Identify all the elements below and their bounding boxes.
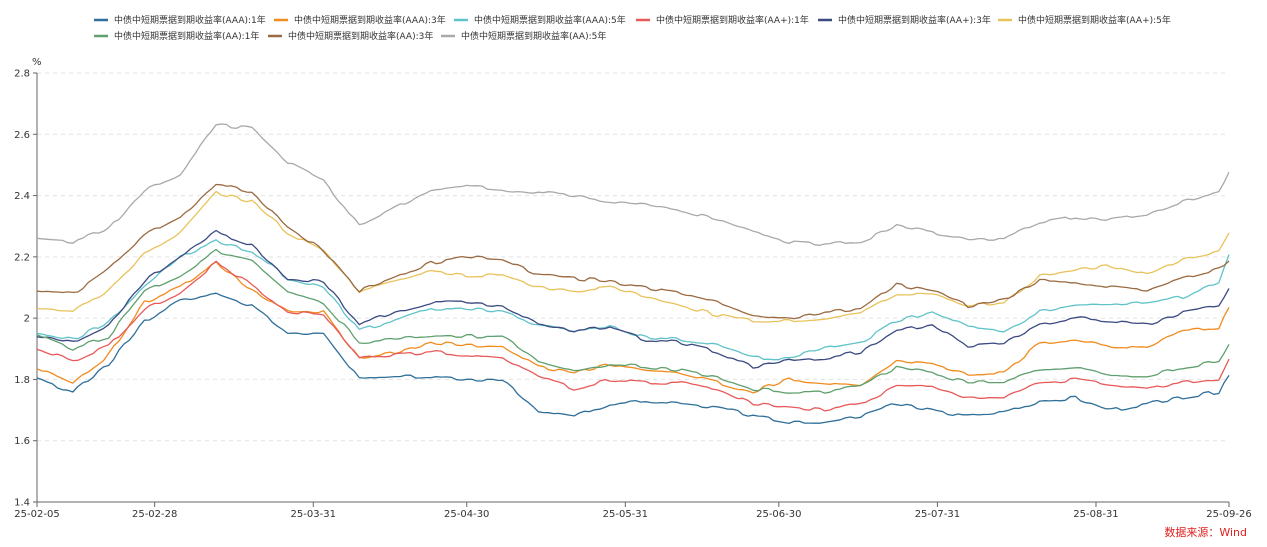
x-tick-label: 25-03-31 [291, 509, 336, 520]
y-tick-label: 2.2 [14, 252, 30, 263]
series-lines [36, 123, 1230, 425]
legend: 中债中短期票据到期收益率(AAA):1年 中债中短期票据到期收益率(AAA):3年… [94, 14, 1171, 42]
x-tick-label: 25-08-31 [1073, 509, 1118, 520]
y-axis-ticks: 1.4 1.6 1.8 2 2.2 2.4 2.6 2.8 [14, 69, 37, 509]
x-tick-label: 25-02-28 [132, 509, 177, 520]
legend-label: 中债中短期票据到期收益率(AA):1年 [114, 30, 259, 42]
x-tick-label: 25-05-31 [603, 509, 648, 520]
x-axis-ticks: 25-02-05 25-02-28 25-03-31 25-04-30 25-05-31… [14, 502, 1252, 520]
series-line [36, 248, 1230, 394]
series-line [36, 292, 1230, 425]
x-tick-label: 25-07-31 [915, 509, 960, 520]
series-line [36, 261, 1230, 394]
y-tick-label: 1.4 [14, 498, 30, 509]
y-axis-unit: % [32, 57, 42, 68]
y-tick-label: 2.4 [14, 191, 30, 202]
y-tick-label: 2.6 [14, 130, 30, 141]
legend-label: 中债中短期票据到期收益率(AA+):1年 [656, 14, 809, 26]
legend-label: 中债中短期票据到期收益率(AA):5年 [461, 30, 606, 42]
series-line [36, 260, 1230, 412]
series-line [36, 239, 1230, 361]
legend-label: 中债中短期票据到期收益率(AAA):5年 [474, 14, 626, 26]
legend-label: 中债中短期票据到期收益率(AAA):3年 [294, 14, 446, 26]
legend-label: 中债中短期票据到期收益率(AAA):1年 [114, 14, 266, 26]
series-line [36, 190, 1230, 323]
series-line [36, 123, 1230, 246]
series-line [36, 229, 1230, 369]
y-tick-label: 1.8 [14, 375, 30, 386]
legend-label: 中债中短期票据到期收益率(AA+):3年 [838, 14, 991, 26]
y-tick-label: 2.8 [14, 69, 30, 80]
y-tick-label: 2 [24, 314, 30, 325]
x-tick-label: 25-02-05 [14, 509, 59, 520]
grid [37, 72, 1229, 442]
legend-label: 中债中短期票据到期收益率(AA):3年 [288, 30, 433, 42]
x-tick-label: 25-06-30 [756, 509, 801, 520]
data-source-label: 数据来源：Wind [1164, 525, 1247, 539]
x-tick-label: 25-09-26 [1206, 509, 1251, 520]
y-tick-label: 1.6 [14, 436, 30, 447]
series-line [36, 183, 1230, 320]
legend-label: 中债中短期票据到期收益率(AA+):5年 [1018, 14, 1171, 26]
x-tick-label: 25-04-30 [444, 509, 489, 520]
